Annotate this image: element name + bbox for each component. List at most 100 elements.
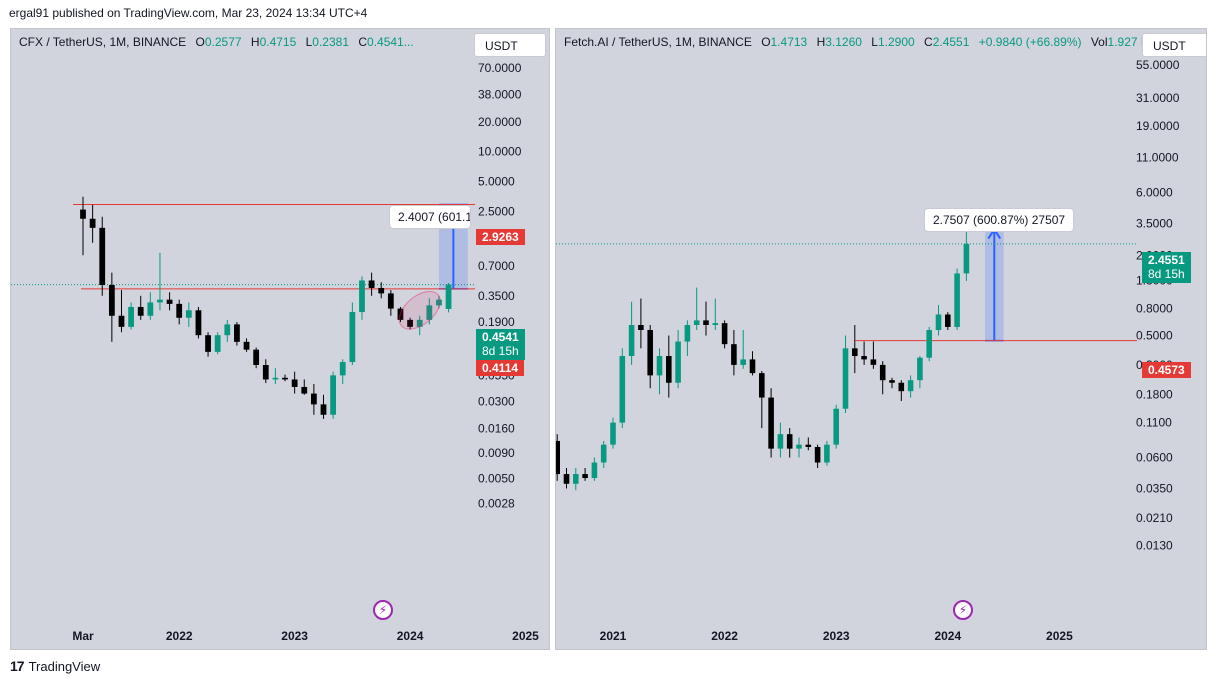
cfx-high: 0.4715 (259, 35, 297, 49)
fet-close: 2.4551 (932, 35, 970, 49)
fet-currency-button[interactable]: USDT (1142, 33, 1206, 57)
fet-candle-body (573, 474, 579, 484)
fet-time-tick: 2021 (600, 629, 627, 643)
fet-price-tick: 0.0210 (1136, 511, 1173, 525)
fet-event-flash-icon[interactable]: ⚡ (953, 600, 973, 620)
cfx-candle-body (291, 379, 298, 387)
cfx-candle-body (166, 299, 173, 304)
fet-candle-body (926, 330, 932, 358)
fet-candle-body (852, 348, 858, 357)
fet-candle-body (963, 243, 970, 274)
cfx-candle-body (243, 341, 250, 350)
cfx-symbol[interactable]: CFX / TetherUS, 1M, BINANCE (19, 35, 187, 49)
cfx-event-flash-icon[interactable]: ⚡ (373, 600, 393, 620)
fet-low-label: L (871, 35, 878, 49)
fet-candle-body (610, 422, 616, 445)
fet-price-tick: 6.0000 (1136, 186, 1173, 200)
cfx-chart-canvas[interactable]: 70.0000 38.0000 20.0000 10.0000 5.0000 2.5000… (11, 29, 550, 650)
cfx-open-label: O (195, 35, 205, 49)
fet-high-label: H (816, 35, 826, 49)
fet-candle-body (805, 444, 812, 448)
cfx-candle-body (224, 324, 231, 336)
cfx-candle-body (118, 315, 125, 327)
cfx-price-tick: 5.0000 (478, 174, 515, 188)
fet-price-tick: 11.0000 (1136, 151, 1179, 165)
fet-candle-body (684, 325, 691, 342)
fet-close-label: C (924, 35, 933, 49)
fet-candle-body (935, 314, 942, 331)
footer: 17 TradingView (10, 658, 100, 674)
fet-last-price-label: 2.4551 8d 15h (1142, 252, 1191, 283)
cfx-price-tick: 0.7000 (478, 259, 515, 273)
fet-candle-body (656, 356, 663, 376)
fet-price-tick: 3.5000 (1136, 217, 1173, 231)
cfx-high-label: H (250, 35, 260, 49)
fet-candle-body (861, 356, 867, 360)
fet-candle-body (749, 359, 756, 374)
cfx-candle-body (89, 218, 96, 228)
cfx-time-tick: 2025 (512, 629, 539, 643)
fet-candle-body (786, 434, 793, 449)
cfx-price-tick: 0.0160 (478, 421, 515, 435)
fet-time-tick: 2023 (823, 629, 850, 643)
cfx-time-tick: 2024 (397, 629, 424, 643)
fet-candle-body (638, 325, 644, 331)
cfx-measure-tooltip: 2.4007 (601.1 (389, 205, 471, 229)
cfx-last-price-label: 0.4541 8d 15h (476, 329, 525, 360)
cfx-candle-body (387, 293, 394, 309)
cfx-candle-body (234, 324, 240, 342)
cfx-support-label: 0.4114 (476, 360, 525, 376)
fet-price-tick: 0.1100 (1136, 416, 1172, 430)
cfx-price-tick: 20.0000 (478, 115, 522, 129)
cfx-candle-body (397, 308, 404, 320)
fet-time-tick: 2024 (934, 629, 961, 643)
cfx-candle-body (436, 299, 442, 306)
fet-candle-body (759, 373, 765, 398)
fet-countdown: 8d 15h (1148, 267, 1185, 281)
fet-open: 1.4713 (770, 35, 808, 49)
fet-candle-body (842, 348, 849, 409)
cfx-candle-body (205, 335, 211, 352)
cfx-low: 0.2381 (312, 35, 349, 49)
cfx-candle-body (99, 227, 106, 285)
fet-candle-body (777, 434, 784, 449)
cfx-candle-body (339, 362, 346, 376)
cfx-price-tick: 0.0028 (478, 496, 515, 510)
cfx-candle-body (157, 299, 163, 303)
cfx-legend: CFX / TetherUS, 1M, BINANCE O0.2577 H0.4… (19, 35, 414, 49)
cfx-currency-button[interactable]: USDT (474, 33, 546, 57)
fet-price-tick: 31.0000 (1136, 91, 1180, 105)
cfx-price-tick: 0.3500 (478, 289, 515, 303)
fet-candle-body (628, 325, 635, 357)
cfx-chart-panel[interactable]: 70.0000 38.0000 20.0000 10.0000 5.0000 2.5000… (10, 28, 550, 650)
fet-candle-body (879, 364, 886, 381)
cfx-candle-body (445, 284, 452, 309)
fet-price-tick: 19.0000 (1136, 119, 1180, 133)
fet-volume: 1.927 B (1107, 35, 1149, 49)
cfx-low-label: L (305, 35, 313, 49)
fet-open-label: O (761, 35, 771, 49)
cfx-candle-body (359, 280, 365, 313)
fet-candle-body (945, 314, 951, 327)
fet-candle-body (814, 447, 821, 463)
fet-candle-body (917, 357, 923, 381)
fet-candle-body (833, 408, 839, 445)
fet-last-price: 2.4551 (1148, 253, 1185, 267)
cfx-price-tick: 0.0050 (478, 471, 515, 485)
cfx-close: 0.4541... (367, 35, 414, 49)
fet-chart-panel[interactable]: 55.0000 31.0000 19.0000 11.0000 6.0000 3.5000… (555, 28, 1207, 650)
fet-symbol[interactable]: Fetch.AI / TetherUS, 1M, BINANCE (564, 35, 752, 49)
cfx-candle-body (108, 284, 115, 316)
cfx-price-tick: 2.5000 (478, 204, 515, 218)
fet-time-tick: 2022 (711, 629, 738, 643)
cfx-candle-body (349, 312, 356, 363)
cfx-price-tick: 70.0000 (478, 61, 522, 75)
cfx-candle-body (185, 310, 192, 318)
fet-candle-body (582, 474, 588, 479)
fet-candle-body (619, 356, 626, 423)
fet-price-tick: 0.1800 (1136, 387, 1173, 401)
fet-chart-canvas[interactable]: 55.0000 31.0000 19.0000 11.0000 6.0000 3.5000… (556, 29, 1207, 650)
fet-candle-body (556, 440, 560, 475)
cfx-resistance-label: 2.9263 (476, 229, 525, 245)
cfx-price-tick: 10.0000 (478, 145, 522, 159)
